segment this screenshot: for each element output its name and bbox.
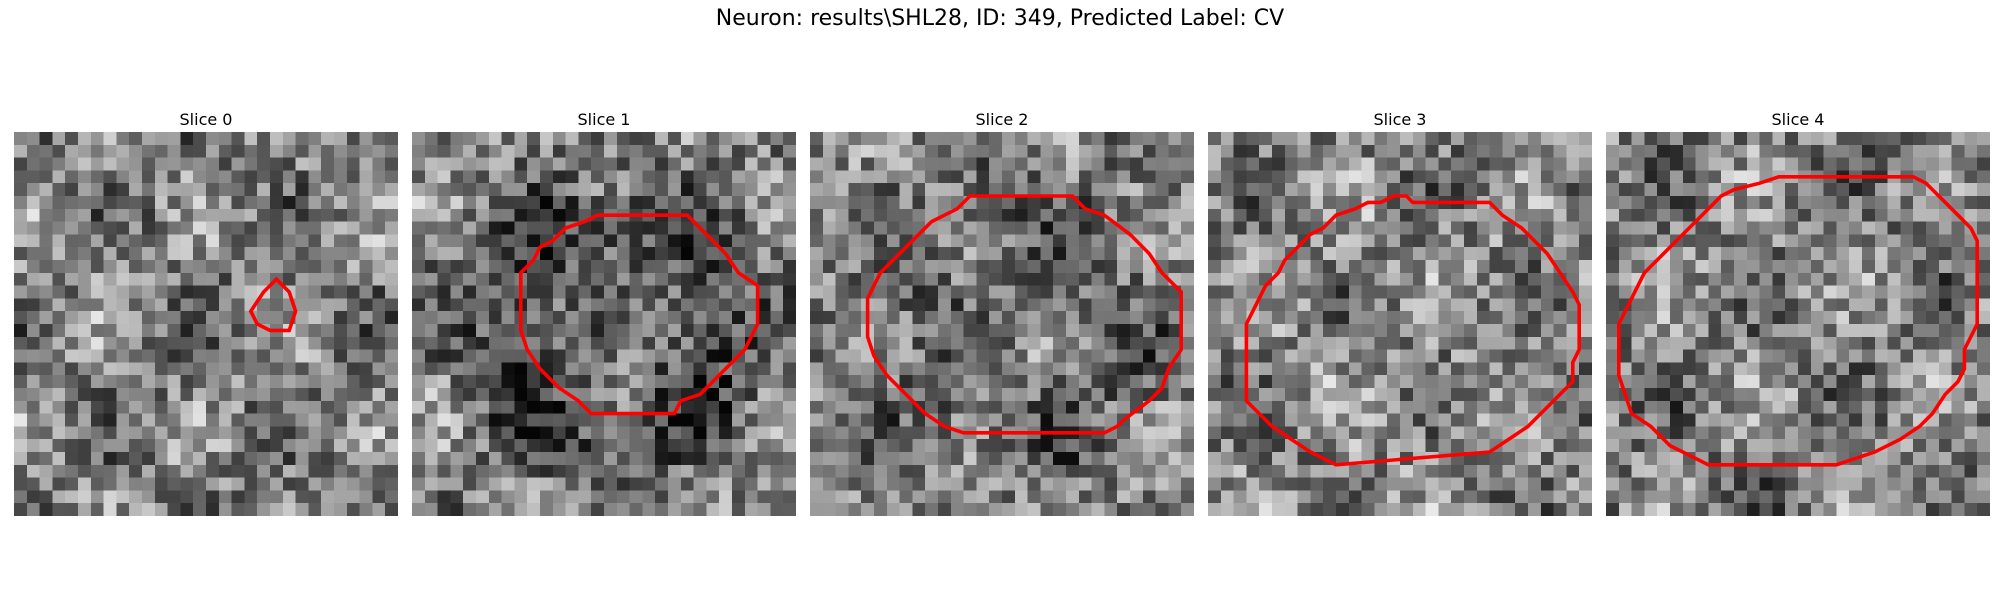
- roi-contour-3: [1244, 194, 1581, 467]
- roi-contour-4: [1617, 175, 1979, 467]
- figure-title: Neuron: results\SHL28, ID: 349, Predicte…: [715, 6, 1285, 31]
- slice-image-1: [412, 132, 796, 516]
- slice-image-4: [1606, 132, 1990, 516]
- roi-contour-0: [248, 276, 298, 333]
- slice-panel-3: Slice 3: [1208, 108, 1592, 516]
- slice-panel-1: Slice 1: [412, 108, 796, 516]
- slice-panel-2: Slice 2: [810, 108, 1194, 516]
- slice-title-0: Slice 0: [179, 110, 233, 129]
- roi-contour-2: [865, 194, 1183, 435]
- slice-image-0: [14, 132, 398, 516]
- pixel-grid-0: [14, 132, 398, 516]
- slice-title-4: Slice 4: [1771, 110, 1825, 129]
- slice-panel-0: Slice 0: [14, 108, 398, 516]
- roi-contour-1: [519, 213, 760, 416]
- slice-title-1: Slice 1: [577, 110, 631, 129]
- slice-title-2: Slice 2: [975, 110, 1029, 129]
- pixel-grid-1: [412, 132, 796, 516]
- slice-panel-4: Slice 4: [1606, 108, 1990, 516]
- slice-title-3: Slice 3: [1373, 110, 1427, 129]
- slice-image-2: [810, 132, 1194, 516]
- slice-image-3: [1208, 132, 1592, 516]
- pixel-grid-2: [810, 132, 1194, 516]
- pixel-grid-3: [1208, 132, 1592, 516]
